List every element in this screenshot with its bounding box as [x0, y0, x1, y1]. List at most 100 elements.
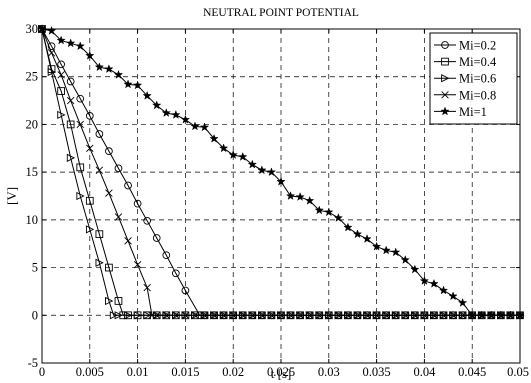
- data-point: [209, 133, 219, 143]
- legend-entry: Mi=1: [434, 105, 487, 119]
- data-point: [304, 195, 315, 205]
- legend-marker: [441, 57, 449, 66]
- y-tick-label: 0: [32, 308, 38, 322]
- data-point: [114, 213, 123, 221]
- data-point: [143, 311, 152, 320]
- data-point: [85, 225, 95, 234]
- data-point: [109, 311, 119, 320]
- legend-entry: Mi=0.4: [434, 55, 497, 69]
- data-point: [66, 120, 75, 129]
- data-point: [362, 233, 372, 243]
- legend-marker: [441, 91, 449, 99]
- series-line: [41, 28, 520, 316]
- data-point: [114, 297, 123, 305]
- data-point: [344, 311, 352, 320]
- data-point: [401, 311, 409, 320]
- data-point: [94, 62, 105, 72]
- data-point: [142, 90, 152, 100]
- data-point: [57, 87, 65, 95]
- plot-frame: [41, 28, 521, 364]
- data-point: [276, 176, 286, 186]
- data-point: [238, 151, 248, 161]
- legend-entry: Mi=0.8: [434, 88, 496, 102]
- data-point: [123, 79, 133, 89]
- data-point: [162, 311, 170, 320]
- series-line: [41, 28, 520, 316]
- data-point: [76, 120, 84, 129]
- y-tick-label: 20: [26, 117, 39, 131]
- data-point: [305, 311, 314, 320]
- data-point: [429, 278, 439, 288]
- data-point: [105, 296, 114, 306]
- data-point: [190, 121, 200, 131]
- data-point: [420, 311, 429, 320]
- data-point: [219, 311, 228, 320]
- data-point: [152, 100, 162, 110]
- data-point: [210, 311, 218, 320]
- data-point: [239, 311, 247, 320]
- x-axis-label: t [s]: [271, 366, 292, 381]
- data-point: [258, 311, 266, 320]
- data-point: [114, 164, 123, 173]
- data-point: [496, 310, 506, 320]
- data-point: [105, 147, 113, 155]
- data-point: [105, 263, 113, 272]
- x-tick-label: 0.02: [222, 365, 244, 379]
- data-point: [85, 111, 94, 120]
- data-point: [343, 222, 353, 232]
- data-point: [430, 311, 438, 320]
- x-tick-label: 0.045: [458, 365, 486, 379]
- data-point: [277, 311, 285, 320]
- data-point: [505, 310, 516, 320]
- x-tick-label: 0.05: [507, 365, 529, 379]
- data-point: [113, 69, 124, 79]
- data-point: [56, 35, 66, 45]
- data-point: [334, 311, 343, 320]
- data-point: [85, 50, 95, 60]
- data-point: [95, 130, 104, 138]
- legend-label: Mi=1: [459, 105, 487, 119]
- data-point: [105, 189, 113, 197]
- legend-marker: [441, 41, 449, 49]
- data-point: [65, 38, 76, 48]
- data-point: [419, 275, 430, 285]
- data-point: [162, 251, 171, 260]
- data-point: [124, 311, 133, 320]
- data-point: [353, 311, 362, 320]
- data-point: [286, 311, 295, 320]
- data-point: [124, 237, 132, 245]
- data-point: [467, 310, 477, 320]
- data-point: [352, 229, 363, 239]
- data-point: [315, 311, 323, 320]
- data-point: [124, 181, 132, 190]
- data-point: [247, 159, 258, 169]
- data-point: [47, 42, 56, 51]
- data-point: [391, 247, 401, 257]
- x-tick-label: 0: [39, 365, 45, 379]
- data-point: [171, 269, 180, 278]
- data-point: [449, 311, 457, 320]
- x-tick-label: 0.005: [76, 365, 104, 379]
- legend-entry: Mi=0.6: [434, 72, 496, 86]
- data-point: [152, 234, 161, 242]
- y-tick-label: 15: [26, 165, 39, 179]
- data-point: [86, 144, 94, 153]
- data-point: [181, 311, 190, 320]
- data-point: [57, 110, 66, 120]
- series-line: [41, 28, 520, 316]
- legend-marker: [441, 74, 450, 83]
- data-point: [486, 310, 497, 320]
- y-tick-label: 25: [26, 70, 39, 84]
- legend-label: Mi=0.8: [459, 88, 496, 102]
- data-point: [95, 230, 104, 239]
- data-point: [410, 264, 420, 274]
- x-tick-label: 0.025: [267, 365, 295, 379]
- y-tick-label: 5: [32, 261, 38, 275]
- data-point: [439, 311, 448, 320]
- series-x: [38, 25, 524, 320]
- data-point: [85, 196, 94, 205]
- data-point: [172, 311, 180, 320]
- data-point: [133, 199, 142, 208]
- data-point: [458, 311, 467, 320]
- data-point: [218, 143, 229, 153]
